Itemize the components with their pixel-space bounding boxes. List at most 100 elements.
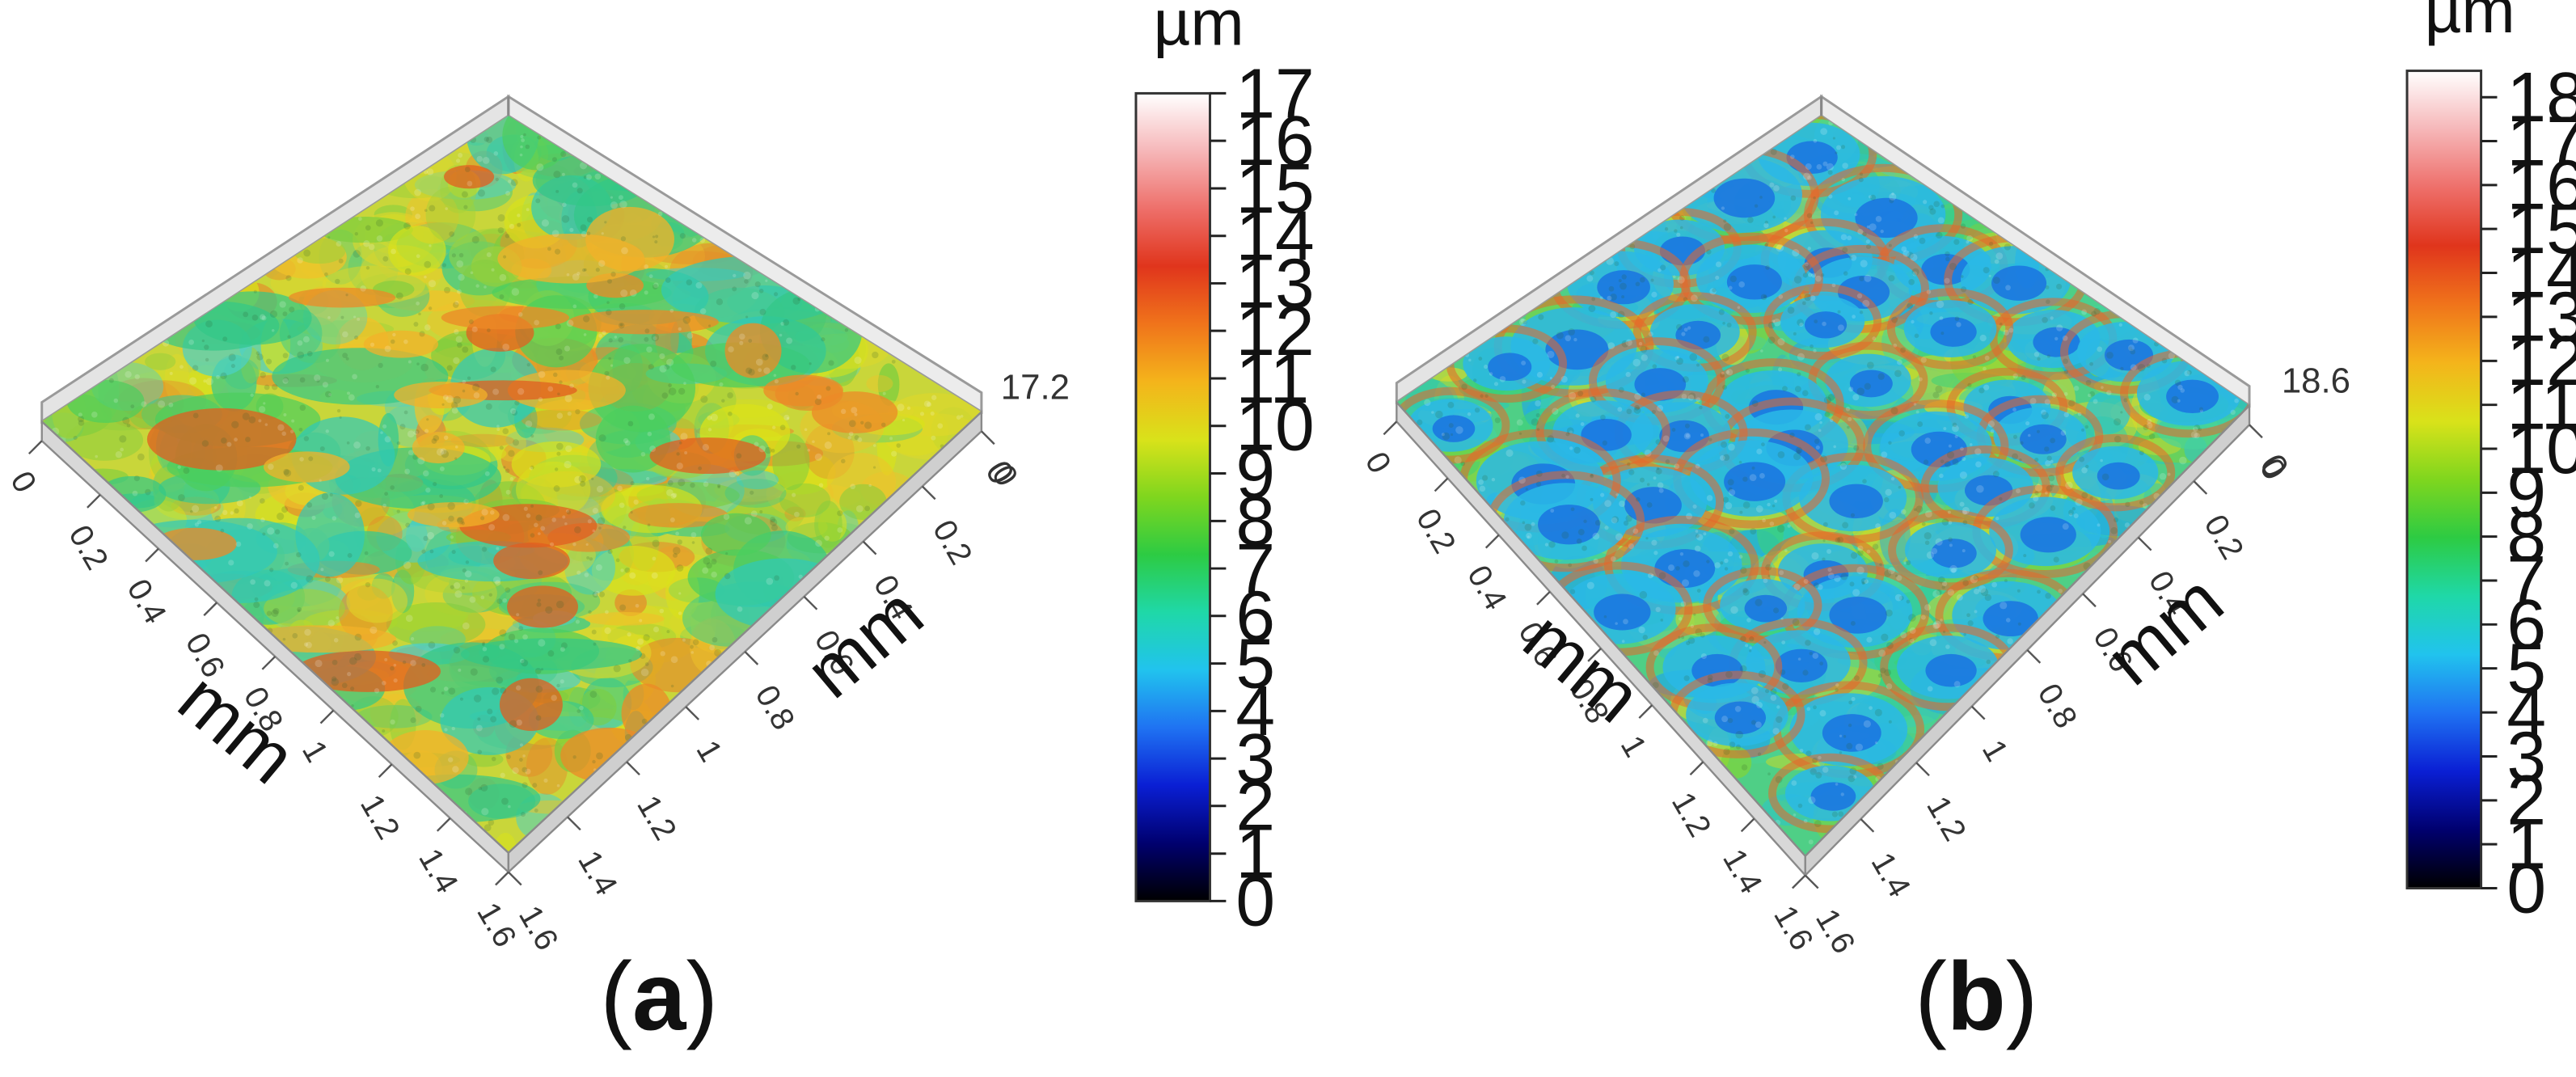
speckle (332, 659, 338, 665)
speckle (1797, 319, 1804, 327)
speckle (1931, 547, 1938, 555)
texture-patch (866, 374, 893, 392)
speckle (221, 437, 227, 444)
speckle (1730, 606, 1738, 615)
speckle (1941, 581, 1948, 587)
speckle (1884, 496, 1890, 503)
speckle (1855, 743, 1864, 751)
speckle (1926, 289, 1932, 294)
speckle (1913, 508, 1917, 512)
speckle (1675, 566, 1680, 571)
texture-patch (564, 540, 615, 595)
speckle (1656, 467, 1660, 471)
speckle (648, 364, 654, 370)
speckle (1805, 750, 1812, 757)
x-axis-label: mm (163, 657, 310, 800)
speckle (2005, 618, 2011, 623)
speckle (1936, 589, 1942, 596)
speckle (1924, 540, 1930, 546)
speckle (1991, 581, 1997, 588)
ridge-patch (724, 323, 782, 378)
speckle (482, 646, 488, 652)
speckle (602, 330, 606, 336)
speckle (1827, 572, 1835, 580)
speckle (274, 529, 281, 534)
speckle (499, 294, 505, 299)
speckle (1761, 442, 1765, 447)
speckle (2137, 363, 2146, 372)
speckle (525, 768, 531, 775)
speckle (850, 484, 856, 490)
speckle (1973, 588, 1980, 595)
speckle (1822, 557, 1826, 561)
speckle (1797, 353, 1805, 361)
speckle (1561, 531, 1569, 539)
speckle (707, 415, 712, 420)
speckle (1814, 438, 1820, 445)
x-tick (203, 602, 217, 617)
speckle (621, 247, 628, 255)
speckle (410, 206, 415, 211)
speckle (1655, 606, 1661, 612)
speckle (471, 326, 478, 332)
speckle (395, 292, 403, 300)
speckle (629, 289, 637, 297)
speckle (403, 561, 412, 569)
dimple-core (1488, 353, 1532, 382)
speckle (1686, 640, 1691, 645)
speckle (766, 577, 774, 585)
speckle (1712, 288, 1717, 293)
speckle (1986, 659, 1991, 665)
speckle (1969, 443, 1973, 446)
speckle (431, 438, 437, 444)
speckle (2050, 505, 2056, 511)
speckle (454, 446, 458, 449)
speckle (1599, 296, 1603, 300)
x-tick-label: 1.4 (412, 843, 465, 899)
speckle (319, 446, 325, 451)
x-tick (436, 817, 451, 832)
speckle (1653, 476, 1657, 480)
speckle (585, 174, 592, 180)
speckle (786, 337, 793, 344)
speckle (451, 549, 456, 555)
speckle (488, 593, 492, 597)
speckle (1864, 382, 1871, 390)
speckle (705, 547, 713, 555)
speckle (284, 469, 292, 477)
speckle (623, 357, 631, 364)
speckle (618, 336, 624, 343)
colorbar-tick-label: 10 (1235, 386, 1314, 466)
speckle (1696, 363, 1700, 367)
speckle (1952, 422, 1957, 428)
speckle (2056, 324, 2063, 332)
speckle (250, 579, 256, 585)
speckle (1706, 560, 1710, 564)
speckle (421, 500, 426, 505)
speckle (328, 392, 332, 396)
colorbar-tick-label: 9 (1235, 433, 1275, 513)
speckle (1908, 279, 1915, 285)
speckle (809, 362, 812, 365)
speckle (1694, 545, 1701, 552)
speckle (783, 319, 790, 326)
speckle (659, 353, 665, 360)
texture-patch (614, 589, 647, 616)
speckle (923, 400, 931, 408)
speckle (796, 444, 801, 449)
speckle (508, 180, 512, 184)
speckle (370, 626, 378, 634)
speckle (647, 523, 651, 527)
speckle (1760, 349, 1763, 353)
speckle (2120, 366, 2124, 371)
speckle (1772, 319, 1781, 327)
figure-content: 00.20.40.60.811.21.41.600.20.40.60.811.2… (3, 0, 2576, 1051)
speckle (404, 268, 412, 275)
speckle (453, 646, 461, 654)
speckle (1700, 433, 1704, 437)
speckle (314, 374, 321, 382)
speckle (493, 151, 499, 156)
speckle (205, 320, 213, 327)
y-tick (1860, 818, 1875, 833)
